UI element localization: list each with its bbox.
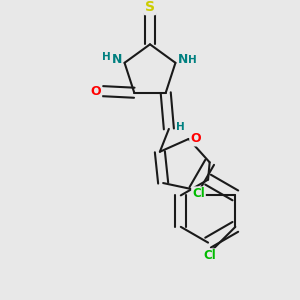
- Text: O: O: [91, 85, 101, 98]
- Text: N: N: [178, 52, 188, 65]
- Text: N: N: [112, 52, 122, 65]
- Text: H: H: [176, 122, 185, 132]
- Text: Cl: Cl: [203, 249, 216, 262]
- Text: Cl: Cl: [192, 187, 205, 200]
- Text: O: O: [190, 133, 201, 146]
- Text: H: H: [102, 52, 111, 62]
- Text: S: S: [145, 0, 155, 14]
- Text: H: H: [188, 55, 197, 65]
